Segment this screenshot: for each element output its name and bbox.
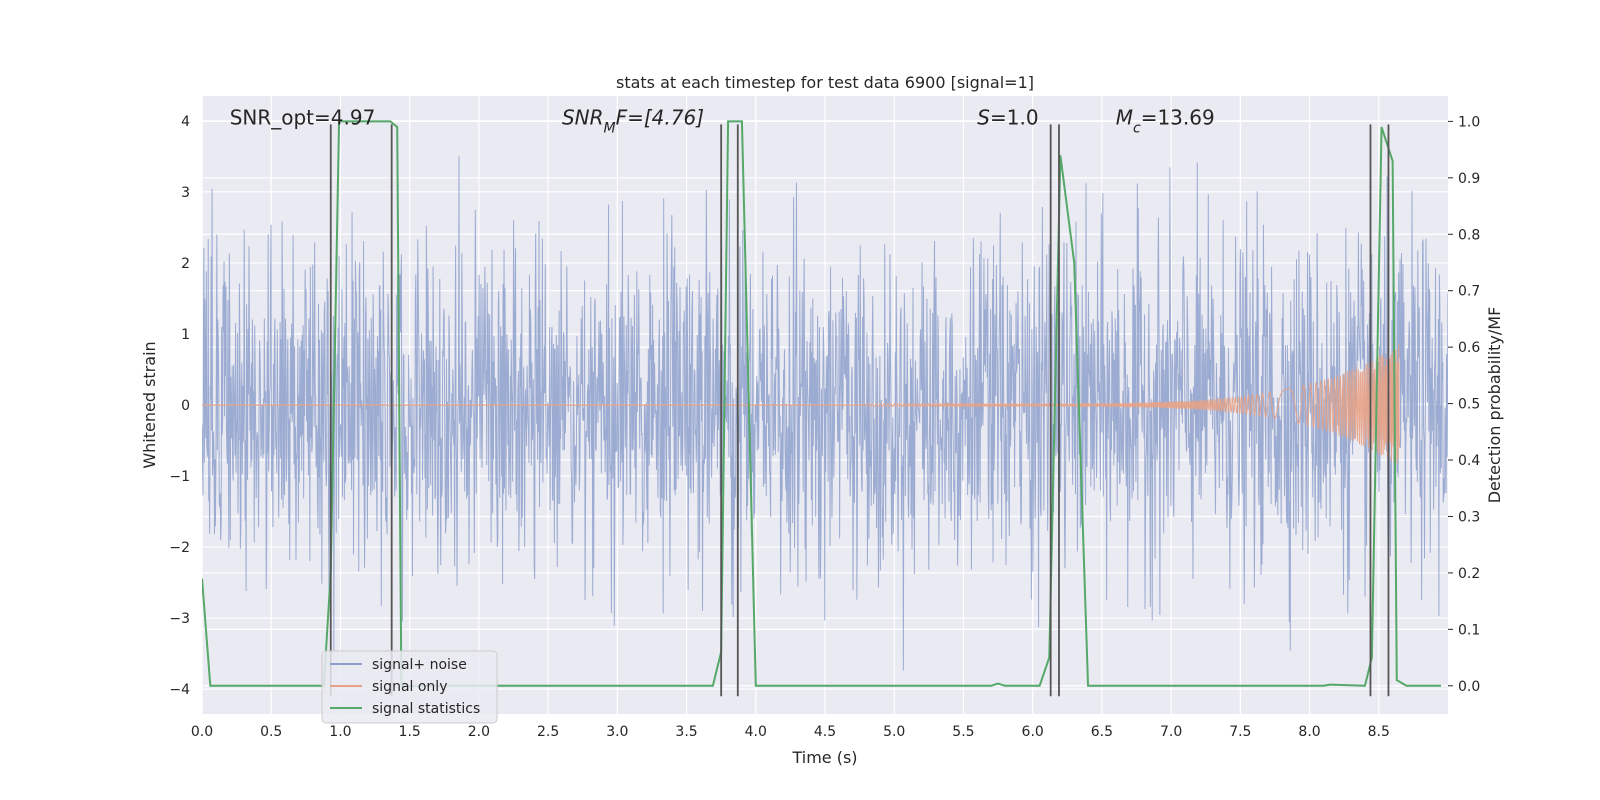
- annotation-snr-mf: SNRMF=[4.76]: [562, 105, 704, 136]
- y-right-tick-label: 0.2: [1458, 566, 1480, 582]
- x-tick-label: 5.5: [952, 724, 974, 740]
- x-tick-label: 1.0: [329, 724, 351, 740]
- x-tick-label: 6.5: [1091, 724, 1113, 740]
- data-layer: [202, 120, 1448, 697]
- y-right-tick-label: 0.4: [1458, 453, 1480, 469]
- legend: signal+ noise signal only signal statist…: [321, 650, 498, 724]
- y-right-tick-label: 0.9: [1458, 171, 1480, 187]
- y-right-tick-label: 0.1: [1458, 622, 1480, 638]
- annotation-snr-opt: SNR_opt=4.97: [230, 105, 376, 129]
- y-right-tick-label: 0.0: [1458, 679, 1480, 695]
- x-tick-label: 7.0: [1160, 724, 1182, 740]
- annotation-mc: Mc=13.69: [1116, 105, 1215, 136]
- y-left-tick-label: −1: [169, 469, 190, 485]
- x-tick-label: 8.0: [1298, 724, 1320, 740]
- series-noise-line: [202, 156, 1448, 671]
- y-right-tick-label: 0.7: [1458, 284, 1480, 300]
- y-left-tick-label: 3: [181, 185, 190, 201]
- chart-title: stats at each timestep for test data 690…: [616, 73, 1034, 92]
- x-tick-label: 0.5: [260, 724, 282, 740]
- series-signal-line: [866, 344, 1401, 464]
- x-tick-label: 4.0: [745, 724, 767, 740]
- y-left-tick-label: −2: [169, 540, 190, 556]
- y-left-tick-label: −3: [169, 611, 190, 627]
- annotations: SNR_opt=4.97 SNRMF=[4.76] S=1.0 Mc=13.69: [230, 105, 1215, 136]
- legend-label-noise: signal+ noise: [372, 657, 467, 673]
- y-right-tick-label: 0.6: [1458, 340, 1480, 356]
- x-tick-label: 0.0: [191, 724, 213, 740]
- x-tick-label: 8.5: [1368, 724, 1390, 740]
- x-tick-label: 6.0: [1022, 724, 1044, 740]
- x-tick-label: 5.0: [883, 724, 905, 740]
- y-left-tick-label: 2: [181, 256, 190, 272]
- y-left-tick-label: 0: [181, 398, 190, 414]
- x-axis-label: Time (s): [791, 748, 857, 767]
- y-left-tick-label: 1: [181, 327, 190, 343]
- x-tick-label: 3.5: [675, 724, 697, 740]
- series-stats-line: [202, 120, 1442, 687]
- y-right-tick-label: 1.0: [1458, 114, 1480, 130]
- x-tick-label: 7.5: [1229, 724, 1251, 740]
- x-tick-label: 2.0: [468, 724, 490, 740]
- x-tick-label: 4.5: [814, 724, 836, 740]
- legend-label-signal: signal only: [372, 679, 447, 695]
- annotation-s-stat: S=1.0: [977, 105, 1038, 129]
- x-tick-label: 3.0: [606, 724, 628, 740]
- tick-labels: 0.0 0.5 1.0 1.5 2.0 2.5 3.0 3.5 4.0 4.5 5.0 5.5 6.0 6…: [169, 114, 1480, 740]
- y-left-tick-label: 4: [181, 114, 190, 130]
- legend-label-stats: signal statistics: [372, 701, 480, 717]
- x-tick-label: 2.5: [537, 724, 559, 740]
- y-axis-left-label: Whitened strain: [140, 341, 159, 468]
- y-right-tick-label: 0.3: [1458, 509, 1480, 525]
- y-axis-right-label: Detection probability/MF: [1485, 307, 1504, 504]
- y-right-tick-label: 0.5: [1458, 397, 1480, 413]
- x-tick-label: 1.5: [399, 724, 421, 740]
- legend-box: [321, 650, 498, 724]
- y-right-tick-label: 0.8: [1458, 227, 1480, 243]
- y-left-tick-label: −4: [169, 682, 190, 698]
